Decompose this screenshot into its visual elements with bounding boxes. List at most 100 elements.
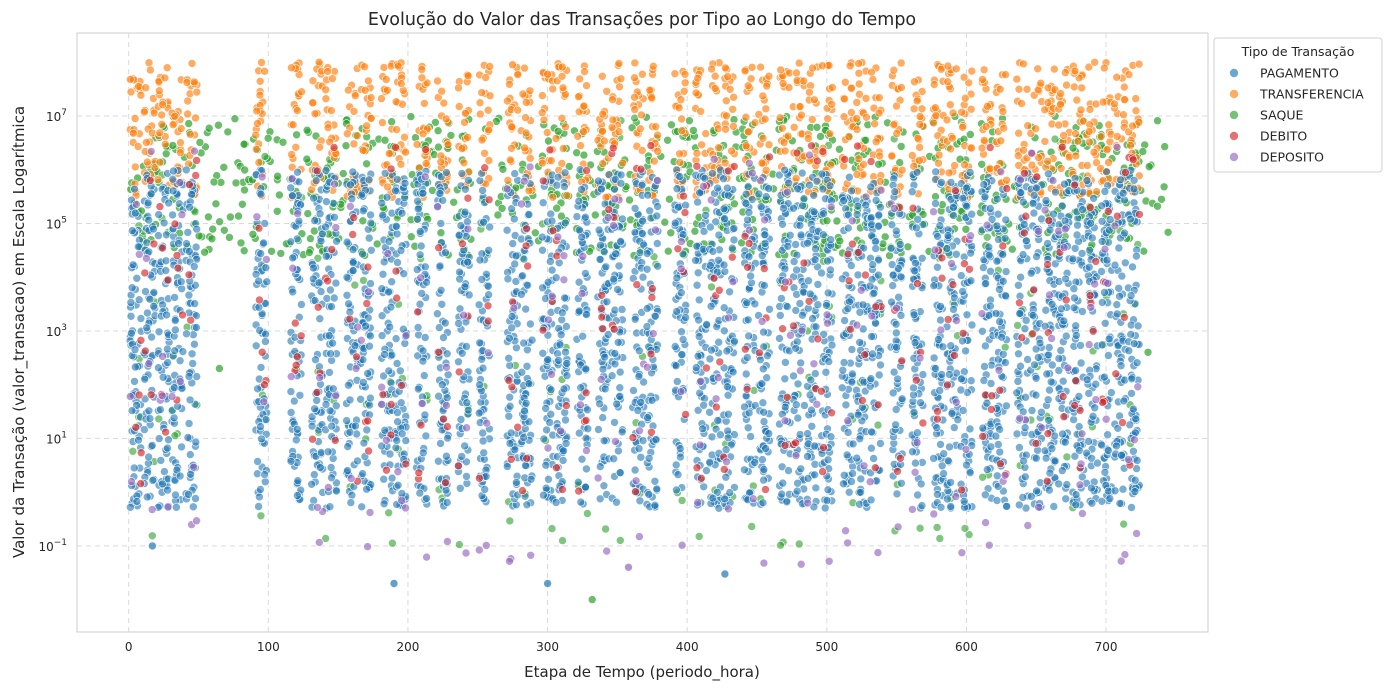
data-point bbox=[675, 158, 685, 167]
data-point bbox=[177, 384, 187, 393]
data-point bbox=[692, 280, 702, 290]
data-point bbox=[609, 454, 619, 464]
data-point bbox=[183, 433, 193, 442]
data-point bbox=[934, 158, 943, 168]
data-point bbox=[676, 288, 686, 298]
data-point bbox=[979, 136, 989, 145]
data-point bbox=[505, 392, 515, 402]
data-point bbox=[327, 473, 336, 483]
data-point bbox=[720, 214, 729, 223]
data-point bbox=[158, 100, 167, 109]
data-point bbox=[484, 246, 494, 255]
data-point bbox=[701, 211, 710, 220]
data-point bbox=[182, 165, 191, 175]
data-point bbox=[776, 65, 786, 75]
data-point bbox=[433, 309, 442, 319]
data-point bbox=[345, 427, 355, 437]
data-point bbox=[807, 115, 817, 124]
data-point bbox=[538, 91, 547, 100]
data-point bbox=[255, 77, 265, 86]
data-point bbox=[637, 110, 646, 120]
data-point bbox=[942, 115, 952, 125]
data-point bbox=[263, 133, 273, 143]
data-point bbox=[874, 270, 883, 280]
data-point bbox=[1013, 321, 1022, 330]
data-point bbox=[583, 509, 592, 518]
data-point bbox=[171, 325, 180, 335]
data-point bbox=[792, 68, 801, 78]
data-point bbox=[674, 203, 683, 212]
data-point bbox=[808, 63, 817, 73]
data-point bbox=[463, 405, 473, 415]
data-point bbox=[1120, 95, 1129, 104]
data-point bbox=[308, 98, 318, 107]
data-point bbox=[663, 246, 673, 256]
data-point bbox=[537, 232, 547, 242]
data-point bbox=[778, 79, 788, 88]
data-point bbox=[846, 261, 856, 270]
data-point bbox=[391, 222, 401, 231]
data-point bbox=[372, 239, 382, 249]
data-point bbox=[785, 231, 795, 240]
data-point bbox=[255, 90, 265, 100]
data-point bbox=[388, 538, 397, 548]
data-point bbox=[342, 129, 352, 139]
data-point bbox=[705, 407, 714, 417]
data-point bbox=[310, 404, 319, 414]
data-point bbox=[874, 93, 884, 102]
data-point bbox=[727, 146, 736, 156]
data-point bbox=[326, 285, 335, 295]
data-point bbox=[306, 234, 315, 243]
data-point bbox=[838, 365, 848, 375]
data-point bbox=[750, 299, 760, 309]
data-point bbox=[983, 101, 992, 111]
data-point bbox=[293, 476, 303, 486]
data-point bbox=[762, 81, 772, 91]
data-point bbox=[397, 429, 407, 439]
data-point bbox=[894, 292, 903, 302]
data-point bbox=[635, 124, 645, 133]
data-point bbox=[347, 490, 357, 500]
data-point bbox=[497, 204, 507, 213]
data-point bbox=[502, 462, 512, 471]
data-point bbox=[387, 473, 397, 483]
data-point bbox=[538, 158, 547, 168]
data-point bbox=[524, 210, 534, 219]
data-point bbox=[722, 183, 732, 193]
data-point bbox=[981, 122, 991, 131]
data-point bbox=[360, 62, 369, 71]
data-point bbox=[192, 87, 202, 97]
data-point bbox=[595, 399, 604, 409]
data-point bbox=[758, 91, 768, 101]
data-point bbox=[634, 346, 644, 356]
data-point bbox=[681, 200, 690, 210]
data-point bbox=[599, 436, 609, 446]
data-point bbox=[478, 436, 488, 446]
data-point bbox=[876, 439, 885, 448]
data-point bbox=[1089, 147, 1099, 157]
data-point bbox=[615, 383, 625, 393]
data-point bbox=[561, 122, 570, 132]
data-point bbox=[1159, 182, 1169, 192]
data-point bbox=[204, 212, 213, 222]
data-point bbox=[667, 120, 676, 130]
data-point bbox=[548, 84, 558, 94]
data-point bbox=[874, 108, 884, 118]
data-point bbox=[140, 374, 149, 384]
data-point bbox=[891, 226, 901, 236]
data-point bbox=[594, 176, 603, 186]
data-point bbox=[127, 283, 137, 293]
data-point bbox=[867, 332, 876, 341]
data-point bbox=[714, 143, 723, 152]
data-point bbox=[690, 226, 700, 236]
data-point bbox=[795, 221, 805, 230]
data-point bbox=[844, 172, 854, 182]
data-point bbox=[844, 487, 854, 497]
data-point bbox=[311, 355, 320, 365]
data-point bbox=[183, 109, 192, 119]
data-point bbox=[542, 128, 552, 137]
data-point bbox=[126, 75, 135, 84]
data-point bbox=[1157, 195, 1166, 204]
data-point bbox=[839, 196, 848, 205]
data-point bbox=[479, 448, 489, 458]
